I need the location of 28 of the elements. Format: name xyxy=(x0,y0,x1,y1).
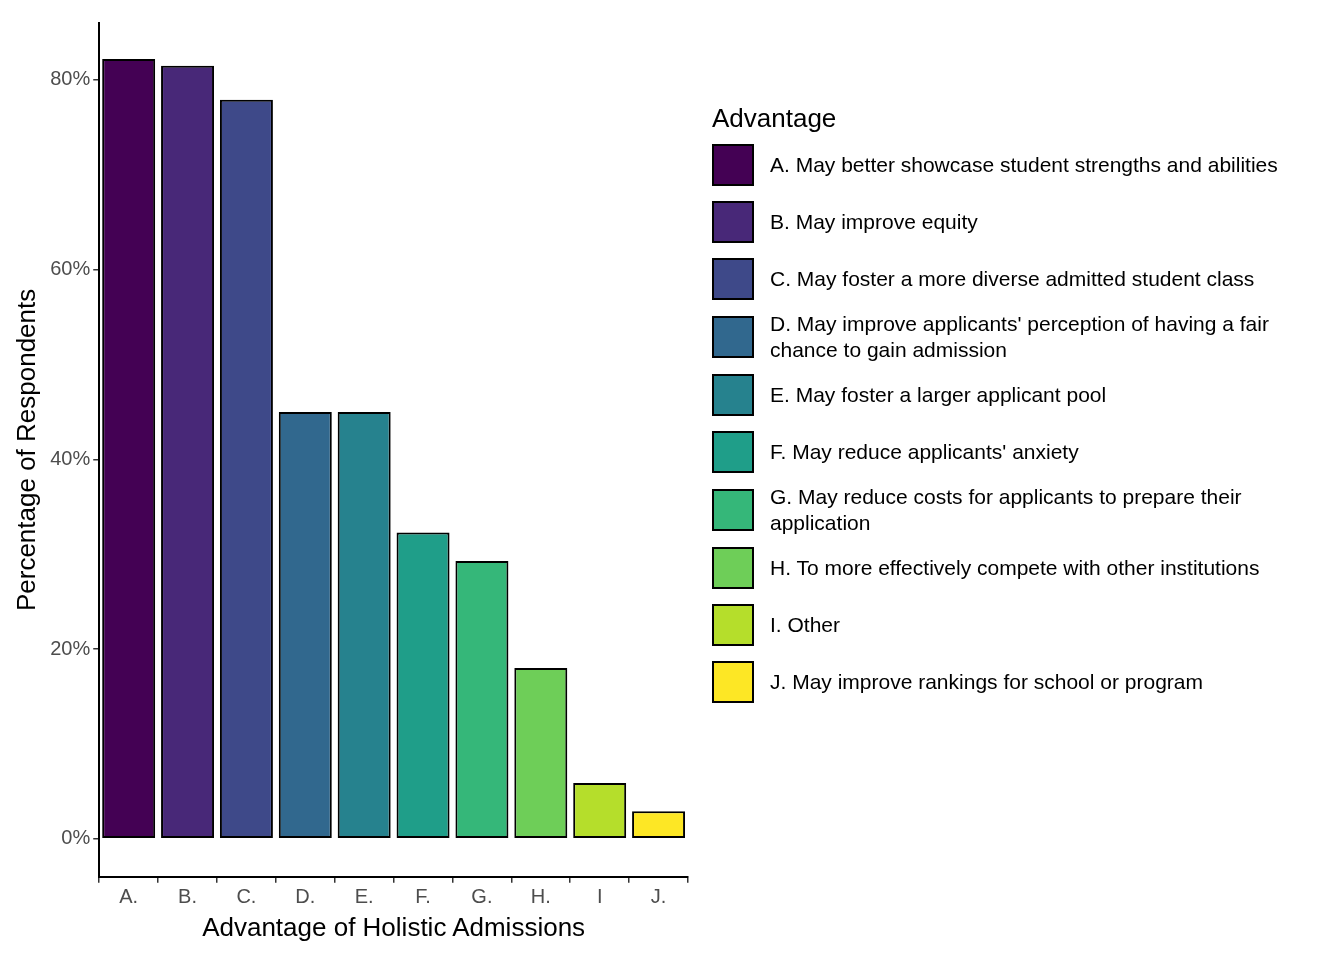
y-tick-label: 60% xyxy=(50,257,91,280)
legend-label: E. May foster a larger applicant pool xyxy=(770,381,1107,408)
y-tick-label: 40% xyxy=(50,446,91,469)
y-axis-title: Percentage of Respondents xyxy=(10,288,41,612)
x-tick-label: H. xyxy=(530,885,551,908)
legend-label: C. May foster a more diverse admitted student class xyxy=(770,265,1255,292)
x-tick-label: F. xyxy=(415,885,431,908)
legend-label: A. May better showcase student strengths and abilities xyxy=(770,151,1278,178)
legend-label: F. May reduce applicants' anxiety xyxy=(770,438,1079,465)
x-tick-label: B. xyxy=(178,885,197,908)
y-tick-label: 80% xyxy=(50,67,91,90)
legend-title: Advantage xyxy=(712,102,838,134)
legend-label: I. Other xyxy=(770,611,841,638)
y-tick-label: 0% xyxy=(61,826,91,849)
x-tick-label: J. xyxy=(650,885,667,908)
legend-label: D. May improve applicants' perception of having a fair chance to gain admission xyxy=(770,310,1270,363)
legend-label: B. May improve equity xyxy=(770,208,978,235)
legend-label: H. To more effectively compete with other institutions xyxy=(770,554,1260,581)
x-tick-label: E. xyxy=(354,885,374,908)
x-tick-label: D. xyxy=(295,885,316,908)
legend-label: G. May reduce costs for applicants to prepare their application xyxy=(770,483,1243,536)
x-axis-title: Advantage of Holistic Admissions xyxy=(202,911,586,942)
x-tick-label: I xyxy=(596,885,603,908)
y-tick-label: 20% xyxy=(50,636,91,659)
x-tick-label: C. xyxy=(236,885,257,908)
legend-label: J. May improve rankings for school or program xyxy=(770,668,1203,695)
x-tick-label: G. xyxy=(471,885,493,908)
x-tick-label: A. xyxy=(119,885,139,908)
